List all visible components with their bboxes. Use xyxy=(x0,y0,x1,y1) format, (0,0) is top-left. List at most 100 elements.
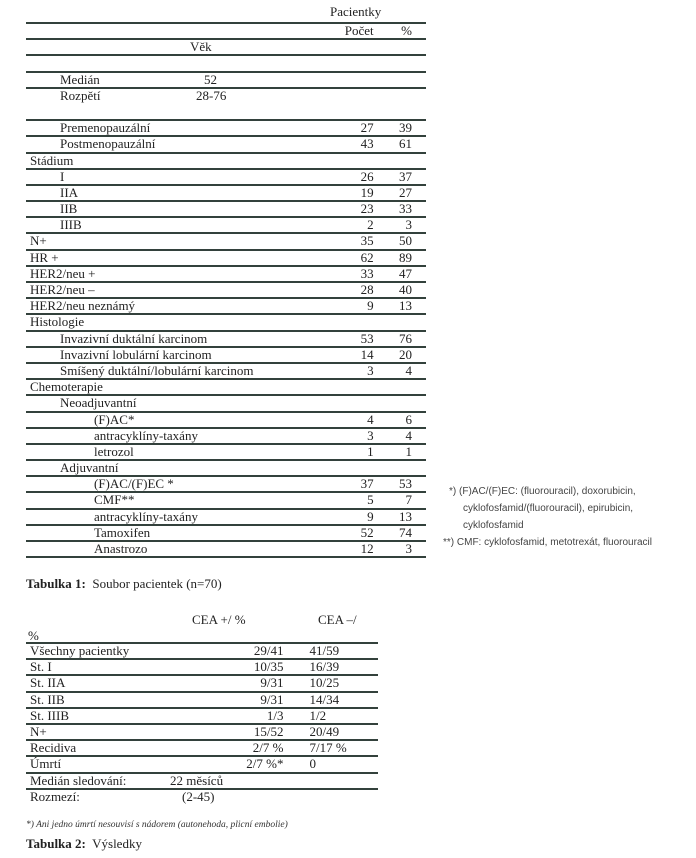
row-cea-pos: 2/7 % xyxy=(203,740,284,758)
table-row: HER2/neu –28 40 xyxy=(26,282,426,300)
table-row: CMF** 5 7 xyxy=(26,492,426,510)
row-label: St. IIB xyxy=(26,691,204,709)
row-label: Anastrozo xyxy=(26,541,336,559)
table-row: (F)AC* 4 6 xyxy=(26,411,426,429)
row-pct: 76 xyxy=(373,330,426,348)
row-count: 53 xyxy=(335,330,374,348)
note-line: cyklofosfamid xyxy=(463,520,524,531)
table-row: Invazivní duktální karcinom 53 76 xyxy=(26,330,426,348)
row-cea-neg: 1/2 xyxy=(283,707,378,725)
table-row: Recidiva 2/7 % 7/17 % xyxy=(26,740,378,758)
row-count: 14 xyxy=(335,346,374,364)
row-label: Postmenopauzální xyxy=(26,136,336,154)
col-header-cea-neg-cont: % xyxy=(28,628,39,643)
table-row: Úmrtí 2/7 %* 0 xyxy=(26,756,378,774)
row-count: 19 xyxy=(335,184,374,203)
row-pct: 74 xyxy=(373,524,426,543)
table-row: N+ 35 50 xyxy=(26,233,426,251)
row-pct: 7 xyxy=(373,492,426,510)
table-row: Stádium xyxy=(26,152,426,170)
row-label: I xyxy=(26,168,336,186)
table-row: letrozol 1 1 xyxy=(26,443,426,462)
row-label: Smíšený duktální/lobulární karcinom xyxy=(26,362,336,381)
table-row: Chemoterapie xyxy=(26,379,426,397)
row-count: 26 xyxy=(335,168,374,186)
row-count xyxy=(335,314,374,332)
blank-row xyxy=(26,55,426,73)
row-pct: 37 xyxy=(373,168,426,186)
row-count: 12 xyxy=(335,541,374,559)
row-count: 5 xyxy=(335,492,374,510)
row-label: St. IIIB xyxy=(26,707,204,725)
row-label: Histologie xyxy=(26,314,336,332)
row-label: antracyklíny-taxány xyxy=(26,508,336,526)
row-pct: 50 xyxy=(373,233,426,251)
row-pct: 13 xyxy=(373,298,426,316)
table-row: IIA 19 27 xyxy=(26,184,426,203)
row-count: 52 xyxy=(335,524,374,543)
row-count: 3 xyxy=(335,427,374,445)
note-line: cyklofosfamid/(fluorouracil), epirubicin… xyxy=(463,503,634,514)
table2-footnote: *) Ani jedno úmrtí nesouvisí s nádorem (… xyxy=(26,820,288,830)
table-row: St. I 10/35 16/39 xyxy=(26,659,378,677)
row-label: Rozmezí: xyxy=(30,788,80,804)
row-label: Chemoterapie xyxy=(26,379,336,397)
row-cea-pos: 2/7 %* xyxy=(203,756,284,774)
row-pct xyxy=(373,395,426,413)
row-pct: 4 xyxy=(373,427,426,445)
row-label: IIA xyxy=(26,184,336,203)
row-pct: 39 xyxy=(373,120,426,138)
row-pct: 61 xyxy=(373,136,426,154)
table-row: (F)AC/(F)EC * 37 53 xyxy=(26,476,426,494)
table-row: Postmenopauzální 43 61 xyxy=(26,136,426,154)
row-count: 27 xyxy=(335,120,374,138)
note-line: **) CMF: cyklofosfamid, metotrexát, fluo… xyxy=(443,537,652,548)
table-row: Invazivní lobulární karcinom 14 20 xyxy=(26,346,426,364)
table1-notes: *) (F)AC/(F)EC: (fluorouracil), doxorubi… xyxy=(443,483,652,551)
row-count xyxy=(335,460,374,478)
row-label: antracyklíny-taxány xyxy=(26,427,336,445)
col-header-cea-pos: CEA +/ % xyxy=(192,612,246,627)
row-cea-neg: 14/34 xyxy=(283,691,378,709)
row-pct xyxy=(373,314,426,332)
table-row: antracyklíny-taxány 9 13 xyxy=(26,508,426,526)
row-cea-pos: 1/3 xyxy=(203,707,284,725)
table-row: HER2/neu +33 47 xyxy=(26,265,426,284)
table2-caption: Tabulka 2: Výsledky xyxy=(26,836,142,851)
row-count: 37 xyxy=(335,476,374,494)
row-value: 22 měsíců xyxy=(170,772,224,788)
row-count: 9 xyxy=(335,508,374,526)
row-pct: 53 xyxy=(373,476,426,494)
table-row: Neoadjuvantní xyxy=(26,395,426,413)
row-label: (F)AC* xyxy=(26,411,336,429)
row-label: HR + xyxy=(26,249,336,267)
table-row: St. IIB 9/31 14/34 xyxy=(26,691,378,709)
row-count: 2 xyxy=(335,217,374,235)
table-header-row: Počet % xyxy=(26,23,426,41)
row-label: Invazivní duktální karcinom xyxy=(26,330,336,348)
row-cea-neg: 20/49 xyxy=(283,723,378,742)
row-value: (2-45) xyxy=(182,788,215,804)
row-pct xyxy=(373,379,426,397)
row-pct: 4 xyxy=(373,362,426,381)
row-pct: 33 xyxy=(373,201,426,219)
results-table: Všechny pacientky 29/41 41/59 St. I 10/35 16/… xyxy=(26,642,378,804)
row-cea-neg: 7/17 % xyxy=(283,740,378,758)
row-label: Tamoxifen xyxy=(26,524,336,543)
row-label: N+ xyxy=(26,723,204,742)
row-cea-pos: 29/41 xyxy=(203,643,284,661)
row-count: 35 xyxy=(335,233,374,251)
row-pct: 47 xyxy=(373,265,426,284)
row-label: N+ xyxy=(26,233,336,251)
col-header-count: Počet xyxy=(335,23,374,41)
table-row: I 26 37 xyxy=(26,168,426,186)
row-cea-pos: 10/35 xyxy=(203,659,284,677)
row-cea-neg: 16/39 xyxy=(283,659,378,677)
table1-group-header: Pacientky xyxy=(330,4,382,19)
row-label: IIIB xyxy=(26,217,336,235)
row-count: 62 xyxy=(335,249,374,267)
row-pct: 27 xyxy=(373,184,426,203)
age-header-row: Věk xyxy=(26,39,426,57)
table-row: IIIB 2 3 xyxy=(26,217,426,235)
row-count xyxy=(335,379,374,397)
